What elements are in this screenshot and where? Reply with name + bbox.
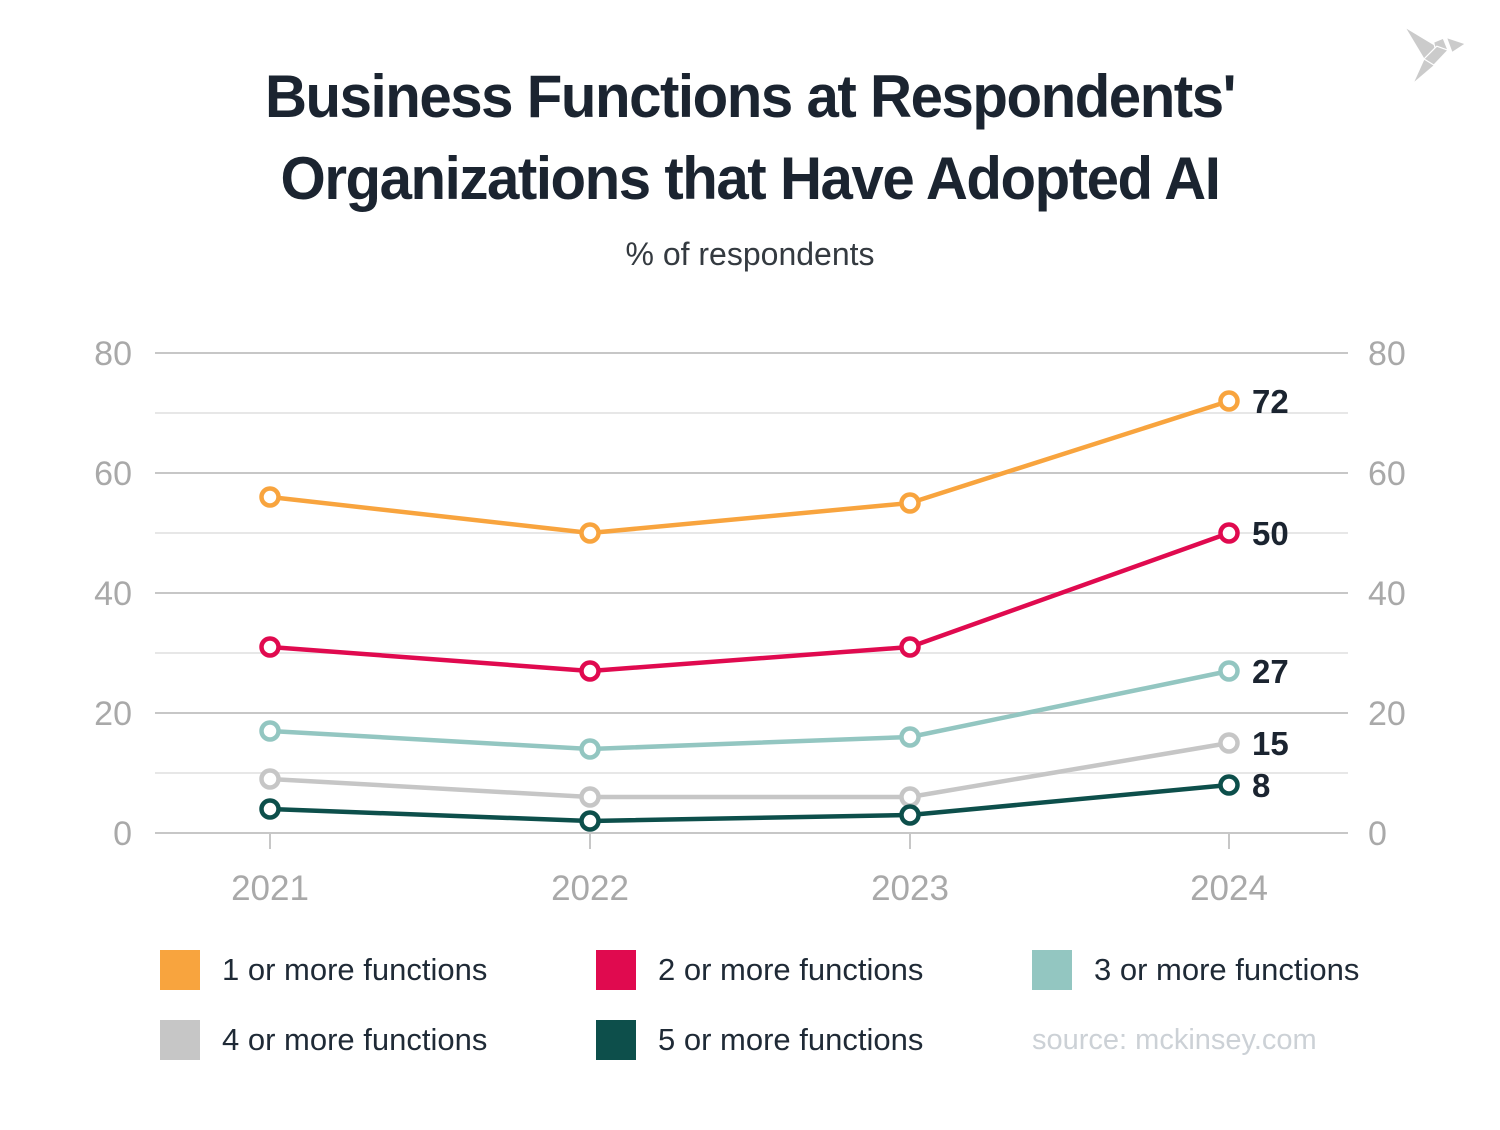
legend-item-4-or-more: 4 or more functions xyxy=(160,1020,487,1060)
y-axis-label-right: 80 xyxy=(1368,335,1406,373)
source-attribution: source: mckinsey.com xyxy=(1032,1023,1317,1056)
data-point-marker xyxy=(259,798,281,820)
legend-swatch-5-or-more xyxy=(596,1020,636,1060)
data-point-marker xyxy=(259,486,281,508)
data-point-marker xyxy=(579,522,601,544)
bird-head xyxy=(1445,36,1467,54)
series-end-value: 27 xyxy=(1252,653,1289,690)
data-point-marker xyxy=(899,636,921,658)
y-axis-label-right: 60 xyxy=(1368,455,1406,493)
data-series xyxy=(259,390,1240,832)
y-axis-label-left: 40 xyxy=(94,575,132,613)
legend-item-5-or-more: 5 or more functions xyxy=(596,1020,923,1060)
x-axis-label: 2024 xyxy=(1190,869,1268,908)
series-end-value: 50 xyxy=(1252,515,1289,552)
gridlines xyxy=(155,352,1348,849)
data-point-marker xyxy=(259,636,281,658)
series-3-or-more-functions xyxy=(259,660,1240,760)
legend-swatch-1-or-more xyxy=(160,950,200,990)
legend-label-4-or-more: 4 or more functions xyxy=(222,1022,488,1057)
legend-swatch-3-or-more xyxy=(1032,950,1072,990)
data-point-marker xyxy=(1218,732,1240,754)
y-axis-label-left: 80 xyxy=(94,335,132,373)
x-axis-label: 2021 xyxy=(231,869,309,908)
y-axis-label-left: 60 xyxy=(94,455,132,493)
series-end-value: 15 xyxy=(1252,725,1289,762)
series-line xyxy=(267,782,1232,824)
series-5-or-more-functions xyxy=(259,774,1240,832)
x-axis-label: 2022 xyxy=(551,869,629,908)
x-axis-label: 2023 xyxy=(871,869,949,908)
series-end-value: 8 xyxy=(1252,767,1270,804)
data-point-marker xyxy=(899,804,921,826)
value-labels: 72 50 27 15 8 xyxy=(1252,383,1289,804)
chart-subtitle: % of respondents xyxy=(625,236,875,272)
y-axis-label-right: 20 xyxy=(1368,695,1406,733)
series-line xyxy=(267,740,1232,800)
series-end-value: 72 xyxy=(1252,383,1289,420)
y-axis-label-right: 40 xyxy=(1368,575,1406,613)
chart-title-line-2: Organizations that Have Adopted AI xyxy=(280,145,1221,212)
y-axis-label-right: 0 xyxy=(1368,815,1387,853)
legend-item-1-or-more: 1 or more functions xyxy=(160,950,487,990)
series-line xyxy=(267,398,1232,536)
data-point-marker xyxy=(899,786,921,808)
legend-swatch-2-or-more xyxy=(596,950,636,990)
series-4-or-more-functions xyxy=(259,732,1240,808)
legend-label-2-or-more: 2 or more functions xyxy=(658,952,924,987)
data-point-marker xyxy=(579,810,601,832)
legend-item-2-or-more: 2 or more functions xyxy=(596,950,923,990)
legend-label-1-or-more: 1 or more functions xyxy=(222,952,488,987)
data-point-marker xyxy=(259,768,281,790)
y-axis-label-left: 20 xyxy=(94,695,132,733)
series-line xyxy=(267,530,1232,674)
bird-tail xyxy=(1412,58,1435,85)
series-2-or-more-functions xyxy=(259,522,1240,682)
data-point-marker xyxy=(579,786,601,808)
data-point-marker xyxy=(1218,390,1240,412)
legend-label-3-or-more: 3 or more functions xyxy=(1094,952,1360,987)
data-point-marker xyxy=(579,660,601,682)
origami-bird-icon xyxy=(1404,26,1467,85)
data-point-marker xyxy=(1218,774,1240,796)
data-point-marker xyxy=(259,720,281,742)
series-line xyxy=(267,668,1232,752)
data-point-marker xyxy=(1218,660,1240,682)
legend-swatch-4-or-more xyxy=(160,1020,200,1060)
data-point-marker xyxy=(1218,522,1240,544)
series-1-or-more-functions xyxy=(259,390,1240,544)
axis-labels: 0 0 20 20 40 40 60 60 80 80 2021 2022 2023 2024 xyxy=(94,335,1406,908)
legend-label-5-or-more: 5 or more functions xyxy=(658,1022,924,1057)
data-point-marker xyxy=(899,726,921,748)
data-point-marker xyxy=(579,738,601,760)
data-point-marker xyxy=(899,492,921,514)
legend-item-3-or-more: 3 or more functions xyxy=(1032,950,1359,990)
chart-title: Business Functions at Respondents' Organ… xyxy=(0,56,1500,220)
y-axis-label-left: 0 xyxy=(113,815,132,853)
chart-title-line-1: Business Functions at Respondents' xyxy=(264,63,1237,130)
